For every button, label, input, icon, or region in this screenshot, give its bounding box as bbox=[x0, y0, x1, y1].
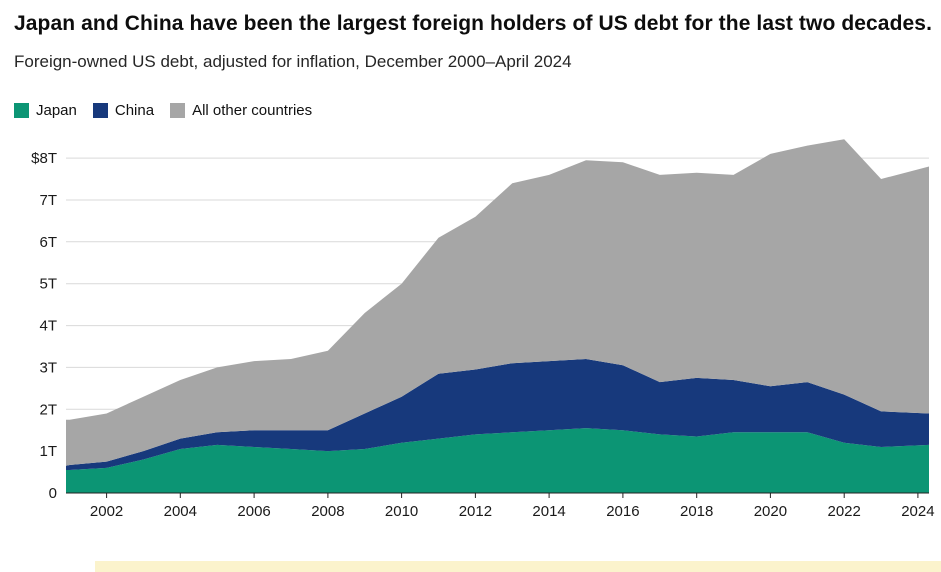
svg-text:2022: 2022 bbox=[828, 503, 861, 520]
svg-text:1T: 1T bbox=[39, 443, 57, 460]
japan-swatch-icon bbox=[14, 102, 29, 118]
svg-text:2014: 2014 bbox=[532, 503, 565, 520]
svg-text:2T: 2T bbox=[39, 401, 57, 418]
bottom-highlight-bar bbox=[95, 561, 941, 572]
svg-text:0: 0 bbox=[49, 485, 57, 502]
svg-text:3T: 3T bbox=[39, 359, 57, 376]
chart-card: Japan and China have been the largest fo… bbox=[14, 12, 935, 534]
legend-label-china: China bbox=[114, 101, 155, 119]
other-swatch-icon bbox=[170, 102, 186, 118]
svg-text:2002: 2002 bbox=[90, 503, 123, 520]
svg-text:$8T: $8T bbox=[31, 150, 57, 167]
svg-text:6T: 6T bbox=[39, 233, 57, 250]
svg-text:2024: 2024 bbox=[901, 503, 934, 520]
page-subtitle: Foreign-owned US debt, adjusted for infl… bbox=[14, 51, 572, 71]
legend-label-japan: Japan bbox=[36, 101, 77, 119]
page-title: Japan and China have been the largest fo… bbox=[14, 12, 933, 35]
svg-text:2004: 2004 bbox=[164, 503, 197, 520]
svg-text:7T: 7T bbox=[39, 192, 57, 209]
legend-item-china: China bbox=[92, 101, 155, 119]
stacked-area-chart: 0 1T 2T 3T 4T 5T 6T 7T $8T 2002 2004 2006 2008 2010 20… bbox=[14, 125, 935, 534]
svg-text:2012: 2012 bbox=[459, 503, 492, 520]
svg-text:5T: 5T bbox=[39, 275, 57, 292]
legend-label-other: All other countries bbox=[192, 101, 313, 119]
svg-text:2016: 2016 bbox=[606, 503, 639, 520]
svg-text:2020: 2020 bbox=[754, 503, 787, 520]
svg-text:2006: 2006 bbox=[237, 503, 270, 520]
legend-item-other: All other countries bbox=[170, 102, 312, 119]
chart-svg: 0 1T 2T 3T 4T 5T 6T 7T $8T 2002 2004 2006 2008 2010 20… bbox=[31, 138, 935, 520]
svg-text:2018: 2018 bbox=[680, 503, 713, 520]
svg-text:2008: 2008 bbox=[311, 503, 344, 520]
svg-text:4T: 4T bbox=[39, 317, 57, 334]
legend-item-japan: Japan bbox=[14, 102, 77, 119]
china-swatch-icon bbox=[92, 102, 108, 118]
svg-text:2010: 2010 bbox=[385, 503, 418, 520]
legend: Japan China All other countries bbox=[14, 102, 935, 119]
